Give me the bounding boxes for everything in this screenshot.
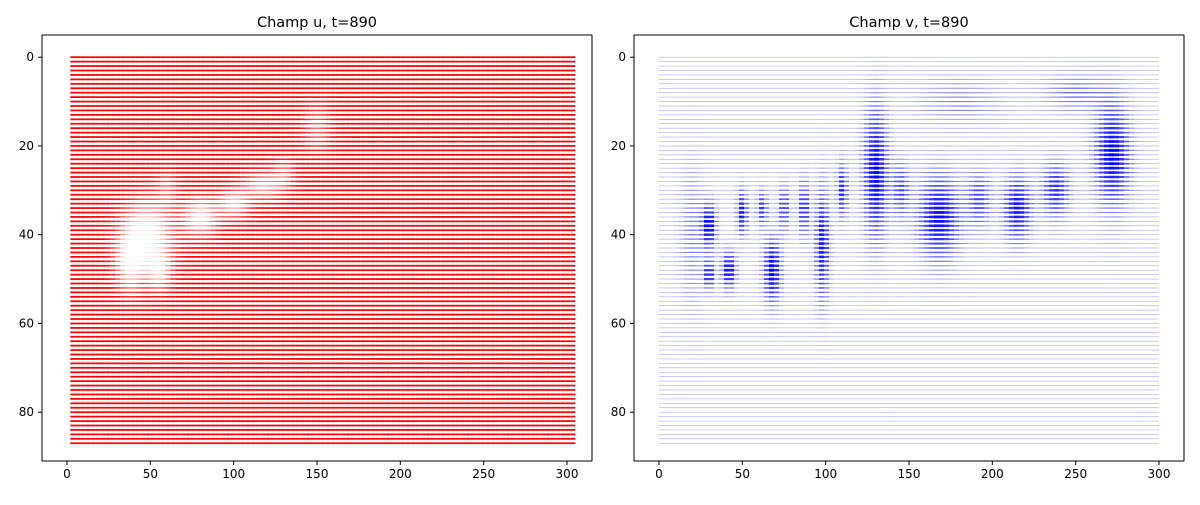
quiver-field-u [70,57,575,443]
chart-title-u: Champ u, t=890 [257,15,377,31]
